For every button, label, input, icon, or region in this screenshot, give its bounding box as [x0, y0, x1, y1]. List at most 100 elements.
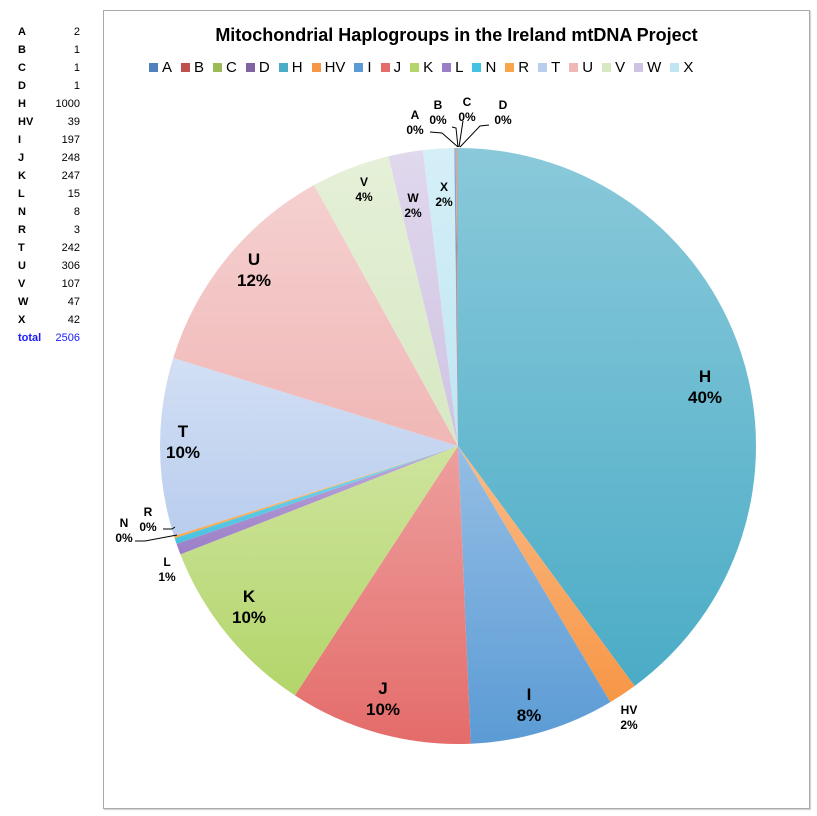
row-key: R [18, 224, 26, 236]
legend-label: V [615, 59, 626, 76]
slice-label-percent: 2% [404, 206, 422, 220]
slice-label-hv: HV 2% [620, 703, 637, 733]
legend-label: R [518, 59, 530, 76]
slice-label-percent: 10% [165, 443, 201, 462]
legend-swatch-icon [149, 63, 158, 72]
row-value: 3 [73, 224, 80, 236]
slice-label-name: U [247, 249, 261, 269]
slice-label-percent: 0% [139, 520, 157, 534]
slice-label-name: C [462, 95, 472, 109]
leader-line-c [458, 120, 464, 148]
legend-swatch-icon [472, 63, 482, 72]
legend-label: A [162, 59, 173, 76]
table-row: V 107 [18, 278, 80, 296]
slice-label-percent: 0% [115, 531, 133, 545]
row-value: 42 [67, 314, 80, 326]
legend-label: HV [324, 59, 346, 76]
slice-label-percent: 4% [355, 190, 373, 204]
slice-label-name: K [242, 586, 256, 606]
legend-swatch-icon [505, 63, 515, 72]
legend-label: X [683, 59, 694, 76]
row-value: 247 [61, 170, 80, 182]
row-value: 107 [61, 278, 80, 290]
pie-slice-h [458, 148, 756, 687]
leader-line-r [163, 526, 176, 530]
row-value: 2 [73, 26, 80, 38]
slice-label-name: J [378, 678, 388, 698]
row-value: 242 [61, 242, 80, 254]
row-key: A [18, 26, 26, 38]
chart-title: Mitochondrial Haplogroups in the Ireland… [215, 25, 698, 45]
legend-item-l: L [442, 59, 463, 76]
row-value: 1 [73, 62, 80, 74]
legend-item-i: I [354, 59, 372, 76]
slice-label-name: H [698, 366, 712, 386]
legend-item-n: N [472, 59, 496, 76]
pie-slice-v [314, 156, 458, 446]
legend-label: B [194, 59, 205, 76]
legend-swatch-icon [354, 63, 364, 72]
slice-label-c: C 0% [458, 95, 475, 125]
slice-label-l: L 1% [158, 555, 175, 585]
legend-item-d: D [245, 59, 270, 76]
slice-label-percent: 0% [494, 113, 512, 127]
row-key: L [18, 188, 25, 200]
pie-slice-b [455, 148, 458, 446]
legend-swatch-icon [245, 63, 255, 72]
pie-slice-j [294, 446, 471, 745]
slice-label-w: W 2% [404, 191, 421, 221]
slice-label-d: D 0% [494, 98, 511, 128]
slice-label-j: J 10% [366, 678, 400, 721]
slice-label-name: A [410, 108, 420, 122]
row-value: 1000 [55, 98, 80, 110]
row-key: I [18, 134, 22, 146]
slice-label-percent: 12% [236, 271, 272, 290]
slice-label-percent: 2% [435, 195, 453, 209]
row-value: 47 [67, 296, 80, 308]
legend-swatch-icon [634, 63, 644, 72]
table-row: J 248 [18, 152, 80, 170]
legend-label: N [485, 59, 497, 76]
slice-label-u: U 12% [237, 249, 271, 292]
slice-label-percent: 0% [458, 110, 476, 124]
legend-label: T [551, 59, 561, 76]
table-row: T 242 [18, 242, 80, 260]
leader-line-a [429, 131, 459, 148]
total-label: total [18, 332, 42, 344]
slice-label-percent: 8% [516, 706, 542, 725]
table-row: U 306 [18, 260, 80, 278]
legend-item-t: T [538, 59, 560, 76]
legend-item-hv: HV [311, 59, 346, 76]
row-key: HV [18, 116, 34, 128]
legend-item-r: R [505, 59, 529, 76]
pie-slice-d [457, 148, 458, 446]
slice-label-percent: 0% [406, 123, 424, 137]
slice-label-h: H 40% [688, 366, 722, 409]
total-value: 2506 [55, 332, 80, 344]
row-value: 306 [61, 260, 80, 272]
slice-label-n: N 0% [115, 516, 132, 546]
pie-slice-l [176, 446, 458, 555]
row-value: 1 [73, 80, 80, 92]
row-key: W [18, 296, 29, 308]
pie-slice-r [173, 446, 458, 539]
legend-item-c: C [213, 59, 237, 76]
legend-label: K [423, 59, 434, 76]
table-row: HV 39 [18, 116, 80, 134]
legend-label: I [367, 59, 372, 76]
slice-label-k: K 10% [232, 586, 266, 629]
slice-label-name: D [498, 98, 508, 112]
pie-slice-u [173, 185, 458, 446]
slice-label-percent: 2% [620, 718, 638, 732]
total-row: total 2506 [18, 332, 80, 350]
legend-label: C [226, 59, 237, 76]
leader-line-b [451, 126, 459, 148]
row-key: T [18, 242, 25, 254]
row-key: U [18, 260, 26, 272]
slice-label-name: HV [620, 703, 638, 717]
row-value: 8 [73, 206, 80, 218]
slice-label-name: X [439, 180, 448, 194]
